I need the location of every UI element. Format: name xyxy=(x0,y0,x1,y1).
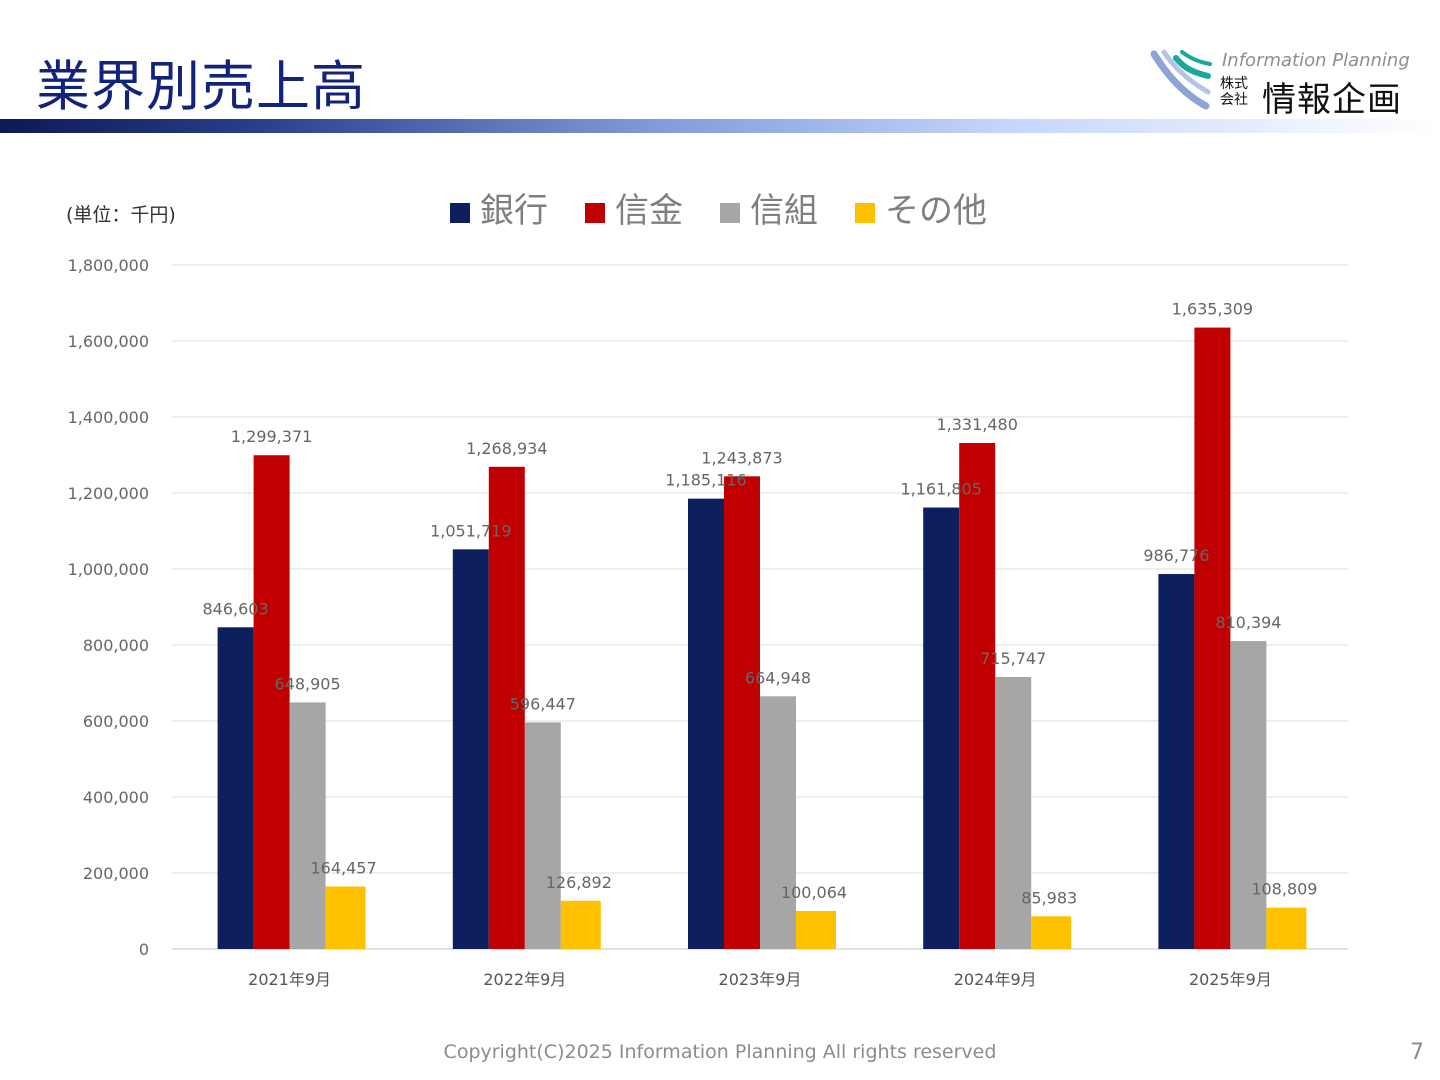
company-logo: Information Planning 株式会社 情報企画 xyxy=(1150,48,1420,120)
bar xyxy=(560,900,601,949)
y-tick-label: 200,000 xyxy=(83,864,149,883)
y-tick-label: 1,600,000 xyxy=(68,332,149,351)
y-tick-label: 1,800,000 xyxy=(68,256,149,275)
logo-japanese-text: 情報企画 xyxy=(1262,80,1402,120)
legend-swatch xyxy=(585,203,605,223)
data-label: 1,299,371 xyxy=(231,427,312,446)
data-label: 164,457 xyxy=(311,859,377,878)
bar xyxy=(452,549,489,949)
data-label: 810,394 xyxy=(1215,613,1281,632)
bar xyxy=(724,476,760,949)
bar xyxy=(1194,327,1231,949)
y-tick-label: 1,200,000 xyxy=(68,484,149,503)
bar xyxy=(959,443,996,949)
data-label: 1,051,719 xyxy=(430,521,511,540)
bar xyxy=(1031,916,1072,949)
data-label: 1,268,934 xyxy=(466,439,547,458)
data-label: 846,603 xyxy=(203,599,269,618)
y-tick-label: 0 xyxy=(139,940,149,959)
data-label: 648,905 xyxy=(275,674,341,693)
data-label: 1,161,805 xyxy=(900,480,981,499)
legend-label: 銀行 xyxy=(480,191,548,231)
data-label: 596,447 xyxy=(510,694,576,713)
data-label: 1,635,309 xyxy=(1172,300,1253,319)
logo-kabushiki-text: 株式会社 xyxy=(1220,76,1248,108)
x-tick-label: 2021年9月 xyxy=(248,970,331,989)
bar xyxy=(1266,907,1307,949)
data-label: 126,892 xyxy=(546,873,612,892)
bar xyxy=(253,455,290,949)
legend-label: 信金 xyxy=(615,191,683,231)
logo-english-text: Information Planning xyxy=(1222,50,1410,71)
legend-swatch xyxy=(855,203,875,223)
bar xyxy=(688,498,724,949)
bar xyxy=(524,722,561,949)
y-tick-label: 1,400,000 xyxy=(68,408,149,427)
page-title: 業界別売上高 xyxy=(36,55,366,118)
bar xyxy=(217,627,254,949)
x-tick-label: 2022年9月 xyxy=(483,970,566,989)
y-tick-label: 800,000 xyxy=(83,636,149,655)
legend-label: 信組 xyxy=(750,191,818,231)
y-tick-label: 600,000 xyxy=(83,712,149,731)
x-tick-label: 2025年9月 xyxy=(1189,970,1272,989)
data-label: 100,064 xyxy=(781,883,847,902)
bar xyxy=(1230,641,1267,949)
y-tick-label: 1,000,000 xyxy=(68,560,149,579)
title-rule xyxy=(0,119,1440,133)
data-label: 85,983 xyxy=(1021,888,1077,907)
data-label: 1,185,116 xyxy=(665,471,746,490)
data-label: 1,331,480 xyxy=(936,415,1017,434)
data-label: 664,948 xyxy=(745,668,811,687)
copyright-footer: Copyright(C)2025 Information Planning Al… xyxy=(443,1041,997,1063)
bar xyxy=(325,886,366,949)
bar xyxy=(923,507,960,949)
bar xyxy=(1158,574,1195,949)
bar xyxy=(289,702,326,949)
legend-swatch xyxy=(450,203,470,223)
data-label: 1,243,873 xyxy=(701,448,782,467)
page-number: 7 xyxy=(1410,1040,1424,1065)
bar xyxy=(796,910,836,949)
legend-swatch xyxy=(720,203,740,223)
logo-mark-icon xyxy=(1150,49,1212,110)
legend-label: その他 xyxy=(885,191,987,231)
data-label: 108,809 xyxy=(1251,880,1317,899)
bar xyxy=(488,466,525,949)
bar xyxy=(760,696,796,949)
y-tick-label: 400,000 xyxy=(83,788,149,807)
unit-label: (単位：千円) xyxy=(66,204,176,226)
x-tick-label: 2024年9月 xyxy=(954,970,1037,989)
bar-chart: 0 200,000 400,000 600,000 800,000 1,000,000 1,… xyxy=(68,191,1348,989)
x-tick-label: 2023年9月 xyxy=(719,970,802,989)
data-label: 715,747 xyxy=(980,649,1046,668)
bar xyxy=(995,677,1032,949)
data-label: 986,776 xyxy=(1143,546,1209,565)
